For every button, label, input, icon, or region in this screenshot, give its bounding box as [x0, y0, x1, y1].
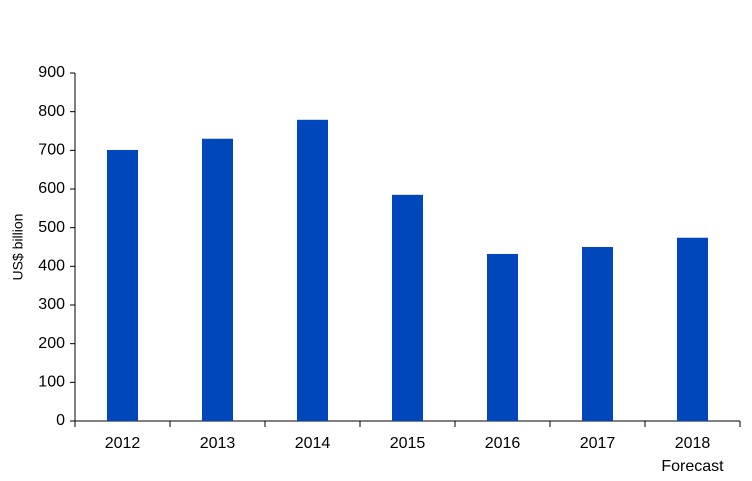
bar	[297, 119, 328, 421]
x-tick-label: 2017	[580, 435, 616, 452]
y-tick-label: 900	[38, 64, 65, 81]
x-tick-label: 2014	[295, 435, 331, 452]
y-tick-label: 700	[38, 142, 65, 159]
y-axis-title: US$ billion	[10, 214, 26, 281]
x-tick-label: 2016	[485, 435, 521, 452]
y-tick-label: 200	[38, 335, 65, 352]
x-tick-label: 2018	[675, 435, 711, 452]
y-tick-label: 500	[38, 219, 65, 236]
bar	[582, 247, 613, 421]
bar	[202, 138, 233, 421]
y-tick-label: 100	[38, 374, 65, 391]
x-tick-label: 2012	[105, 435, 141, 452]
annotation: Forecast	[661, 458, 724, 475]
y-tick-label: 400	[38, 258, 65, 275]
x-tick-label: 2015	[390, 435, 426, 452]
bar	[677, 237, 708, 421]
y-tick-label: 600	[38, 180, 65, 197]
y-tick-label: 800	[38, 103, 65, 120]
bar	[392, 194, 423, 421]
bar	[107, 149, 138, 422]
x-tick-label: 2013	[200, 435, 236, 452]
y-tick-label: 0	[56, 412, 65, 429]
y-tick-label: 300	[38, 296, 65, 313]
bar	[487, 253, 518, 421]
